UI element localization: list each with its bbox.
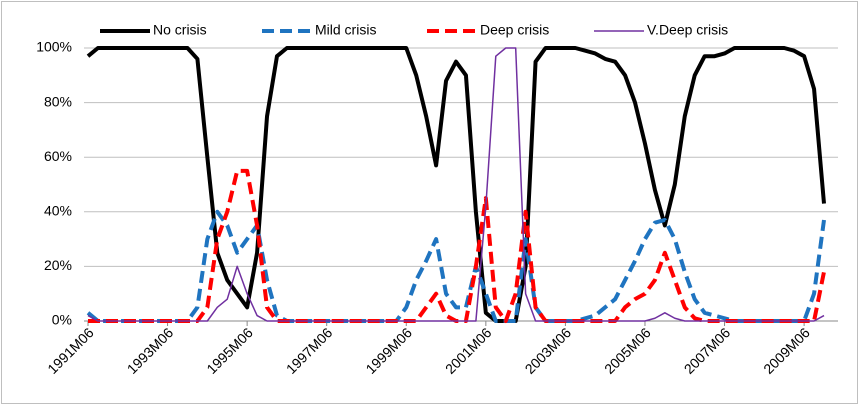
y-tick-label: 80% [44,93,72,109]
y-tick-label: 100% [36,39,72,55]
legend-label: Mild crisis [315,22,376,38]
legend-label: Deep crisis [480,22,549,38]
y-tick-label: 20% [44,257,72,273]
series-line [86,46,826,323]
legend-label: No crisis [153,22,207,38]
chart-border [1,1,858,404]
y-tick-label: 0% [52,312,72,328]
y-tick-label: 60% [44,148,72,164]
y-tick-label: 40% [44,203,72,219]
series-line [86,209,826,323]
series-line [87,47,825,322]
legend-label: V.Deep crisis [647,22,728,38]
